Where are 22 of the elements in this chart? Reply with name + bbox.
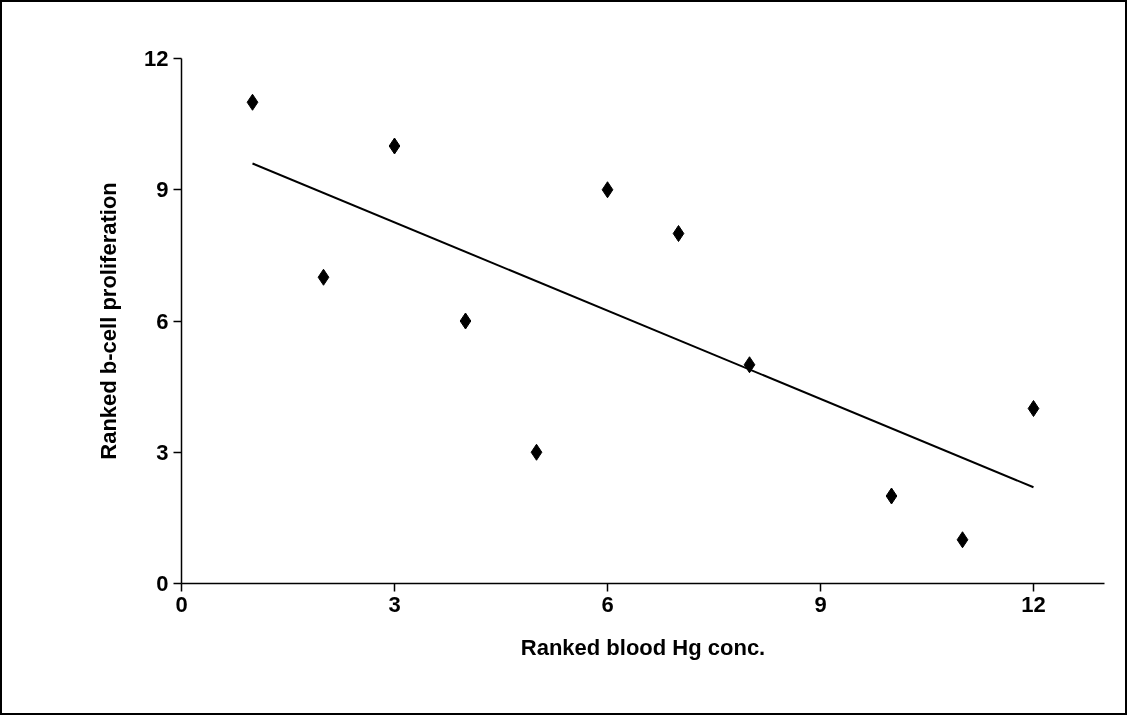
point bbox=[459, 312, 472, 330]
x-tick-label: 12 bbox=[1021, 591, 1046, 617]
point bbox=[530, 443, 543, 461]
point bbox=[885, 487, 898, 505]
point bbox=[317, 268, 330, 286]
point bbox=[956, 531, 969, 549]
x-tick-label: 6 bbox=[601, 591, 614, 617]
point bbox=[672, 225, 685, 242]
x-axis-title: Ranked blood Hg conc. bbox=[520, 634, 766, 660]
y-tick-label: 0 bbox=[156, 571, 169, 596]
point bbox=[388, 137, 401, 155]
x-tick-label: 3 bbox=[388, 591, 401, 617]
y-tick-label: 3 bbox=[156, 439, 169, 465]
y-tick-label: 6 bbox=[156, 308, 169, 334]
x-tick-label: 0 bbox=[175, 591, 188, 617]
y-axis-title: Ranked b-cell proliferation bbox=[96, 182, 122, 460]
y-tick-label: 9 bbox=[156, 177, 169, 203]
y-tick-label: 12 bbox=[144, 46, 169, 71]
point bbox=[246, 93, 259, 111]
point bbox=[1027, 400, 1040, 417]
point bbox=[601, 181, 614, 199]
x-tick-label: 9 bbox=[814, 591, 827, 617]
